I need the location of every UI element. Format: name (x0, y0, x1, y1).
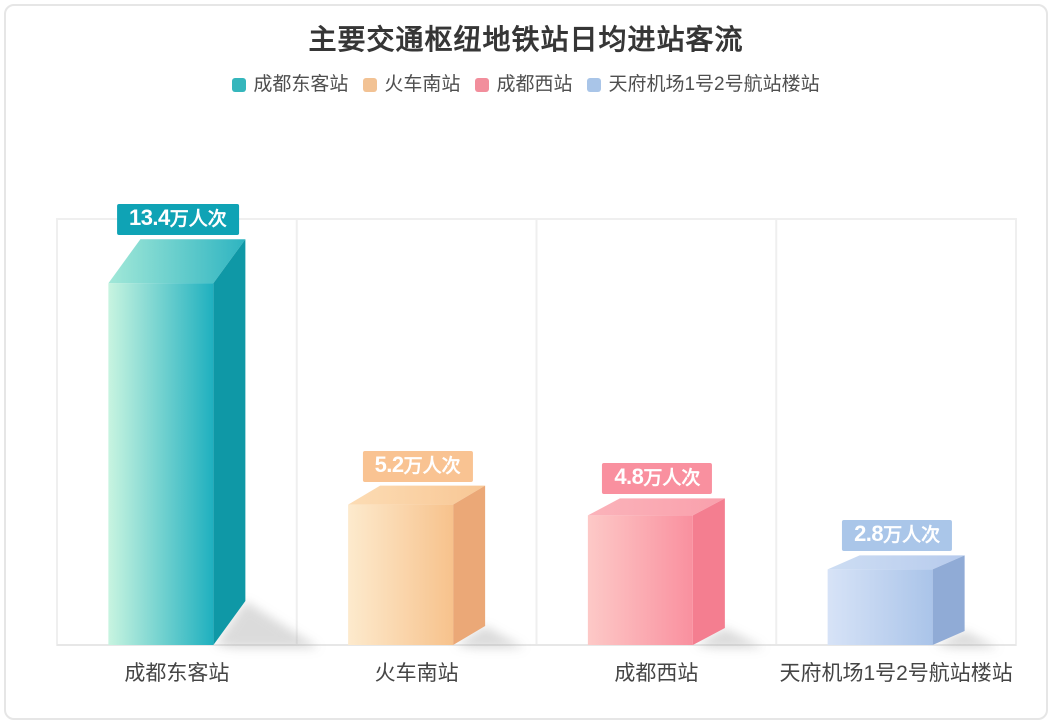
legend-swatch (475, 77, 490, 92)
legend-swatch (232, 77, 247, 92)
legend-label: 天府机场1号2号航站楼站 (608, 74, 820, 95)
bar-column-2[interactable] (587, 498, 725, 645)
bar-column-3[interactable] (827, 555, 965, 645)
value-number: 5.2 (374, 451, 405, 477)
legend-swatch (587, 77, 602, 92)
bar-top-face (587, 498, 725, 516)
bar-side-face (692, 498, 725, 645)
value-unit: 万人次 (883, 525, 941, 547)
value-number: 13.4 (128, 205, 170, 231)
value-unit: 万人次 (169, 209, 227, 231)
legend-item-0[interactable]: 成都东客站 (232, 75, 348, 94)
bar-side-face (213, 239, 246, 645)
x-axis-label-3: 天府机场1号2号航站楼站 (779, 662, 1013, 685)
value-label-3: 2.8万人次 (842, 520, 953, 552)
legend-label: 火车南站 (384, 74, 461, 95)
value-label-2: 4.8万人次 (602, 463, 713, 495)
chart-title: 主要交通枢纽地铁站日均进站客流 (308, 24, 744, 55)
bar-shadow (694, 628, 765, 648)
bar-column-1[interactable] (348, 485, 486, 645)
x-axis-label-1: 火车南站 (374, 662, 459, 685)
legend-item-2[interactable]: 成都西站 (475, 75, 572, 94)
legend-item-1[interactable]: 火车南站 (363, 75, 460, 94)
legend-swatch (363, 77, 378, 92)
bar-shadow (455, 626, 526, 648)
bar-top-face (827, 555, 965, 570)
legend-label: 成都东客站 (253, 74, 349, 95)
value-unit: 万人次 (643, 468, 701, 490)
bar-top-face (108, 239, 246, 284)
bar-shadow (934, 631, 999, 648)
bar-side-face (453, 485, 486, 645)
legend-label: 成都西站 (496, 74, 573, 95)
value-number: 4.8 (614, 464, 644, 490)
bar-front-face (108, 283, 214, 645)
value-label-0: 13.4万人次 (116, 204, 239, 236)
bar-top-face (348, 485, 486, 505)
bar-shadow (215, 601, 320, 648)
value-number: 2.8 (854, 521, 884, 547)
bar-column-0[interactable] (108, 239, 246, 645)
x-axis-label-2: 成都西站 (614, 662, 699, 685)
bar-front-face (827, 569, 933, 645)
value-unit: 万人次 (403, 455, 461, 477)
x-axis-label-0: 成都东客站 (124, 662, 230, 685)
value-label-1: 5.2万人次 (362, 450, 473, 482)
bar-front-face (348, 504, 454, 645)
bar-front-face (587, 515, 693, 645)
legend: 成都东客站 火车南站 成都西站 天府机场1号2号航站楼站 (0, 75, 1052, 94)
legend-item-3[interactable]: 天府机场1号2号航站楼站 (587, 74, 820, 95)
bar-side-face (932, 555, 965, 645)
